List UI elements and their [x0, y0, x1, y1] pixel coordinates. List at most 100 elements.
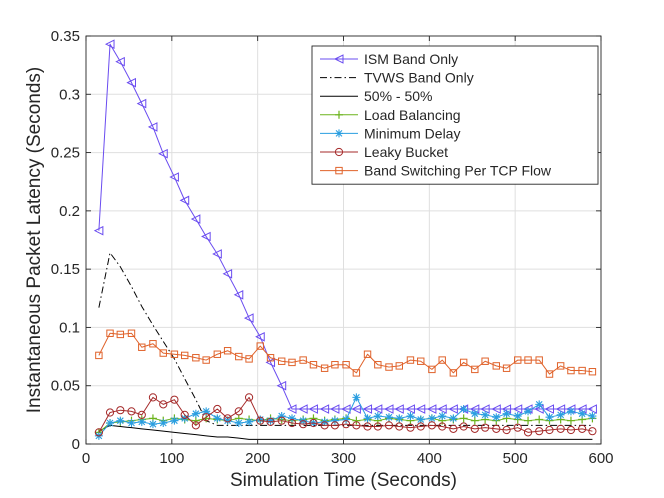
data-point [180, 410, 189, 419]
data-point [116, 406, 125, 415]
data-point [449, 414, 458, 423]
series-leaky-bucket [94, 393, 597, 437]
data-point [342, 415, 351, 424]
data-point [106, 329, 114, 337]
data-point [416, 415, 425, 424]
data-point [459, 422, 468, 431]
data-point [438, 356, 446, 364]
legend-marker [334, 147, 344, 157]
data-point [545, 370, 554, 378]
data-point [286, 404, 297, 414]
data-point [137, 410, 146, 419]
data-point [116, 416, 125, 425]
y-tick-label: 0.15 [51, 261, 80, 278]
data-point [149, 340, 157, 348]
data-point [470, 424, 479, 433]
data-point [235, 352, 243, 361]
data-point [169, 172, 179, 182]
x-tick-label: 200 [245, 450, 270, 467]
legend-label: Load Balancing [364, 107, 461, 123]
axis-ticks: 0 100 200 300 400 500 600 0 0.05 0.1 0.15 0.2 0.25 0.… [51, 28, 614, 467]
data-point [502, 425, 511, 435]
data-point [213, 350, 222, 358]
data-point [459, 414, 468, 423]
data-point [587, 404, 597, 414]
legend-label: ISM Band Only [364, 51, 458, 67]
data-point [170, 416, 179, 425]
data-point [137, 417, 146, 426]
legend-box [311, 45, 599, 185]
data-point [502, 409, 511, 418]
data-point [588, 412, 597, 421]
series-tvws-band-only [98, 252, 593, 426]
data-point [320, 421, 329, 430]
data-point [406, 423, 415, 432]
data-point [105, 408, 115, 417]
data-point [395, 422, 404, 431]
data-point [416, 422, 425, 431]
data-point [384, 413, 393, 422]
data-point [514, 356, 522, 364]
y-tick-label: 0.35 [51, 28, 80, 45]
x-tick-label: 100 [159, 450, 184, 467]
data-point [578, 409, 587, 418]
data-point [331, 361, 339, 369]
data-point [245, 355, 253, 363]
data-point [415, 404, 426, 414]
data-point [190, 214, 201, 224]
data-point [588, 427, 597, 436]
data-point [106, 419, 115, 428]
data-point [201, 231, 211, 242]
y-tick-label: 0.3 [59, 86, 80, 103]
series-line [98, 252, 593, 426]
x-tick-label: 400 [417, 450, 442, 467]
data-point [502, 364, 511, 372]
data-point [383, 404, 394, 414]
data-point [94, 428, 103, 437]
data-point [373, 422, 382, 431]
data-point [340, 404, 351, 414]
data-point [243, 313, 254, 323]
data-point [471, 365, 479, 374]
data-point [329, 404, 340, 414]
data-point [449, 424, 458, 433]
data-point [535, 415, 544, 424]
data-point [342, 361, 350, 369]
data-point [535, 427, 544, 436]
data-point [363, 414, 372, 423]
legend: ISM Band Only TVWS Band Only 50% - 50% Load… [311, 45, 599, 185]
data-point [278, 357, 286, 365]
data-point [428, 365, 436, 374]
data-point [148, 393, 158, 402]
data-point [395, 414, 404, 423]
x-tick-label: 300 [331, 450, 356, 467]
data-point [330, 416, 339, 425]
data-point [426, 404, 437, 414]
data-point [535, 356, 543, 364]
data-point [127, 419, 136, 428]
data-point [309, 418, 318, 428]
data-point [115, 56, 125, 67]
data-point [309, 361, 318, 369]
data-point [127, 329, 136, 337]
data-point [93, 225, 104, 236]
legend-label: Minimum Delay [364, 125, 460, 141]
data-point [427, 421, 437, 430]
data-point [566, 425, 576, 435]
data-point [513, 412, 522, 421]
data-point [116, 330, 125, 339]
data-point [223, 414, 232, 423]
data-point [159, 349, 167, 357]
data-point [159, 419, 168, 428]
data-point [95, 351, 103, 360]
data-point [330, 421, 340, 430]
data-point [277, 412, 286, 421]
data-point [138, 343, 146, 351]
data-point [223, 347, 232, 355]
data-point [266, 417, 275, 426]
data-point [266, 416, 275, 425]
data-point [148, 420, 157, 429]
data-point [406, 356, 415, 364]
data-point [459, 358, 468, 367]
